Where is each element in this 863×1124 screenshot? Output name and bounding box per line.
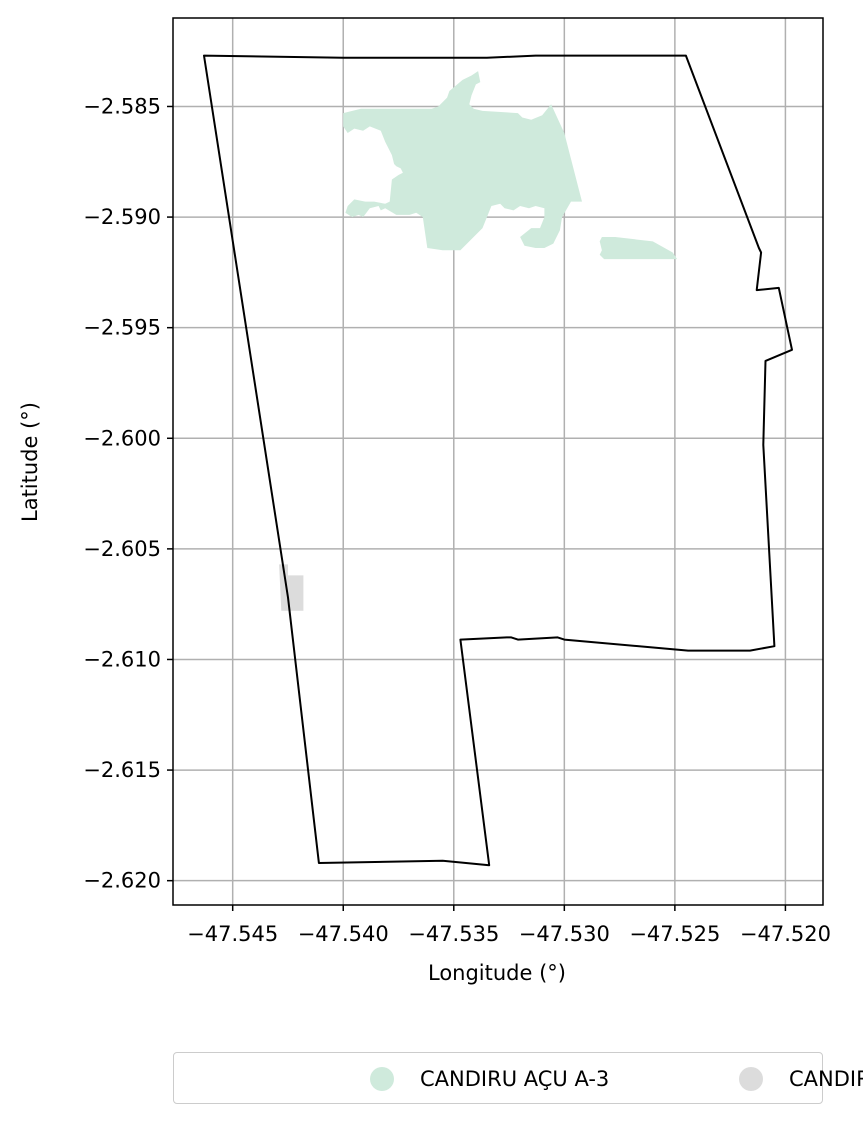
y-tick-label-3: −2.600 (83, 426, 161, 450)
x-axis-ticks: −47.545 −47.540 −47.535 −47.530 −47.525 −47.5… (187, 905, 831, 946)
y-tick-label-1: −2.590 (83, 205, 161, 229)
feature-candiru-acu (279, 564, 304, 611)
x-axis-label: Longitude (°) (428, 961, 566, 985)
feature-polygon-candiru-acu-a-3-1 (599, 237, 678, 260)
x-tick-label-4: −47.525 (629, 922, 720, 946)
legend-marker-candiru-acu-a3 (370, 1067, 394, 1091)
feature-polygon-candiru-acu-0 (279, 564, 304, 611)
y-axis-label: Latitude (°) (18, 402, 42, 522)
x-tick-label-5: −47.520 (740, 922, 831, 946)
legend-item-candiru-acu-a3: CANDIRU AÇU A-3 (370, 1053, 609, 1105)
legend-item-candiru-acu: CANDIRU-AÇÚ (739, 1053, 863, 1105)
x-tick-label-1: −47.540 (298, 922, 389, 946)
y-tick-label-5: −2.610 (83, 647, 161, 671)
boundary-outline (203, 54, 793, 867)
legend-label-candiru-acu: CANDIRU-AÇÚ (789, 1067, 863, 1091)
feature-candiru-acu-a-3 (343, 71, 678, 260)
feature-polygon-candiru-acu-a-3-0 (343, 71, 582, 251)
x-tick-label-0: −47.545 (187, 922, 278, 946)
plot-frame (172, 17, 824, 906)
y-tick-label-7: −2.620 (83, 869, 161, 893)
y-axis-ticks: −2.585 −2.590 −2.595 −2.600 −2.605 −2.610 −2.6… (83, 94, 173, 893)
y-tick-label-0: −2.585 (83, 94, 161, 118)
map-features (279, 71, 678, 611)
x-tick-label-3: −47.530 (519, 922, 610, 946)
legend-marker-candiru-acu (739, 1067, 763, 1091)
y-tick-label-4: −2.605 (83, 537, 161, 561)
legend-label-candiru-acu-a3: CANDIRU AÇU A-3 (420, 1067, 610, 1091)
legend: CANDIRU AÇU A-3 CANDIRU-AÇÚ (173, 1052, 863, 1105)
y-tick-label-6: −2.615 (83, 758, 161, 782)
y-tick-label-2: −2.595 (83, 316, 161, 340)
boundary-layer (203, 54, 793, 867)
x-tick-label-2: −47.535 (408, 922, 499, 946)
